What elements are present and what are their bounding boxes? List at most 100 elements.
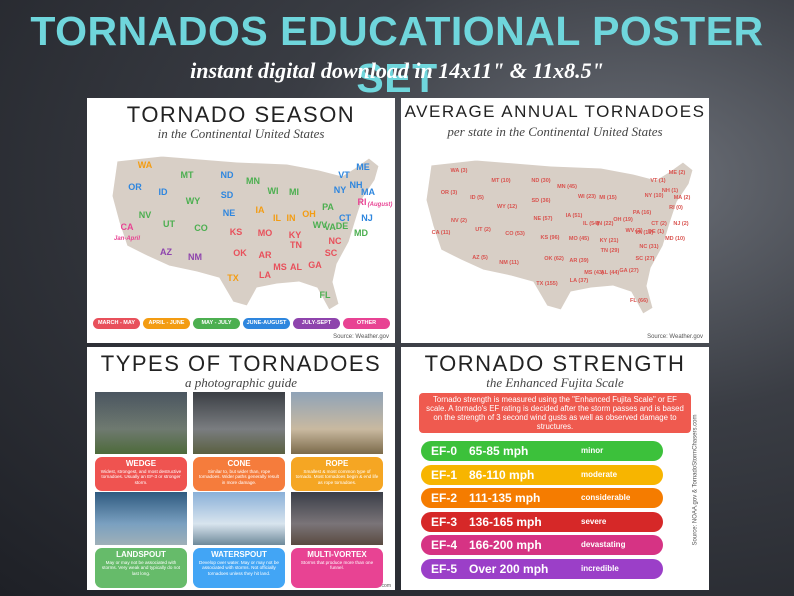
- state-label: SD: [221, 190, 234, 200]
- state-label: AL: [290, 262, 302, 272]
- ef-rating: EF-4: [431, 538, 458, 552]
- state-label: CA: [121, 222, 134, 232]
- state-count: ND (30): [531, 178, 550, 184]
- state-label: OR: [128, 182, 142, 192]
- legend-item: MAY - JULY: [193, 318, 240, 329]
- state-label: UT: [163, 219, 175, 229]
- state-count: OH (19): [613, 217, 633, 223]
- ef-speed: 111-135 mph: [469, 491, 541, 505]
- state-label: MO: [258, 228, 273, 238]
- ef-rating: EF-1: [431, 467, 458, 482]
- state-count: OR (3): [441, 190, 458, 196]
- tornado-photo: [95, 392, 187, 454]
- ef-level: EF-5 Over 200 mph incredible: [421, 558, 663, 579]
- ef-damage: minor: [581, 446, 604, 455]
- poster-title: TORNADO STRENGTH: [424, 351, 686, 376]
- state-count: IA (51): [566, 213, 583, 219]
- type-description: May or may not be associated with storms…: [101, 560, 181, 576]
- state-count: MD (10): [665, 236, 685, 242]
- type-name: ROPE: [325, 459, 349, 468]
- state-count: KS (96): [541, 235, 560, 241]
- legend-item: JUNE-AUGUST: [243, 318, 290, 329]
- state-label: IN: [287, 213, 296, 223]
- tornado-photo: [193, 392, 285, 454]
- state-count: PA (16): [633, 210, 652, 216]
- ef-damage: considerable: [581, 493, 631, 502]
- state-label: NH: [350, 180, 363, 190]
- state-label: ND: [221, 170, 234, 180]
- poster-subtitle: in the Continental United States: [157, 126, 325, 141]
- us-map: WA (3) OR (3) CA (11)NV (2) ID (5) MT (10) WY…: [425, 159, 694, 315]
- state-count: SD (36): [532, 198, 551, 204]
- state-label: IA: [256, 205, 266, 215]
- legend-item: MARCH - MAY: [93, 318, 140, 329]
- state-count: OK (62): [544, 256, 564, 262]
- map-shape: [111, 155, 380, 311]
- state-count: CA (11): [432, 230, 451, 236]
- state-count: MS (43): [584, 270, 604, 276]
- state-label: NE: [223, 208, 236, 218]
- state-count: WI (23): [578, 194, 596, 200]
- ef-level: EF-2 111-135 mph considerable: [421, 488, 663, 508]
- state-count: CT (2): [651, 221, 667, 227]
- state-label: DE: [336, 221, 349, 231]
- state-label: WI: [268, 186, 279, 196]
- legend-item: APRIL - JUNE: [143, 318, 190, 329]
- type-description: Smallest & most common type of tornado. …: [295, 469, 379, 485]
- season-poster: TORNADO SEASON in the Continental United…: [87, 98, 395, 343]
- state-label: NM: [188, 252, 202, 262]
- ef-level: EF-0 65-85 mph minor: [421, 441, 663, 461]
- type-description: Similar to, but wider than, rope tornado…: [199, 469, 279, 485]
- ef-speed: 136-165 mph: [469, 514, 542, 529]
- state-count: NH (1): [662, 188, 678, 194]
- type-card: CONE Similar to, but wider than, rope tor…: [193, 457, 285, 491]
- state-label: NY: [334, 185, 347, 195]
- poster-title: TYPES OF TORNADOES: [100, 351, 382, 376]
- ef-speed: 86-110 mph: [469, 467, 535, 482]
- types-poster: TYPES OF TORNADOES a photographic guide …: [87, 347, 395, 590]
- us-map: WA OR CA Jan-April NV ID MT WY UT AZ CO NM ND SD NE KS O…: [111, 155, 393, 311]
- state-label: MA: [361, 187, 375, 197]
- state-count: VT (1): [650, 178, 665, 184]
- state-count: NM (11): [499, 260, 519, 266]
- state-count: AL (44): [601, 270, 620, 276]
- state-label: SC: [325, 248, 338, 258]
- state-count: WA (3): [451, 168, 468, 174]
- ef-speed: Over 200 mph: [469, 561, 549, 576]
- state-label: MD: [354, 228, 368, 238]
- ef-rating: EF-5: [431, 561, 458, 576]
- poster-subtitle: a photographic guide: [185, 375, 297, 390]
- type-name: CONE: [227, 459, 251, 468]
- poster-title: AVERAGE ANNUAL TORNADOES: [404, 102, 706, 121]
- ef-rating: EF-3: [431, 514, 458, 529]
- state-label: MI: [289, 187, 299, 197]
- poster-title: TORNADO SEASON: [126, 102, 356, 127]
- state-label: OH: [302, 209, 316, 219]
- scale-description: Tornado strength is measured using the "…: [419, 393, 691, 433]
- state-label: NJ: [361, 213, 373, 223]
- state-label: WA: [138, 160, 153, 170]
- state-count: MT (10): [491, 178, 510, 184]
- state-label: (August): [368, 202, 393, 208]
- type-card: LANDSPOUT May or may not be associated wi…: [95, 548, 187, 588]
- state-label: GA: [308, 260, 322, 270]
- state-count: WY (12): [497, 204, 517, 210]
- tornado-photo: [291, 392, 383, 454]
- state-label: LA: [259, 270, 271, 280]
- state-label: WV: [313, 220, 328, 230]
- state-label: Jan-April: [114, 236, 140, 242]
- source: Source: NOAA.gov & TornadoStormChasers.c…: [692, 414, 699, 546]
- tornado-photo: [95, 492, 187, 545]
- ef-rating: EF-2: [431, 491, 458, 505]
- state-label: VT: [338, 170, 350, 180]
- type-description: Widest, strongest, and most destructive …: [100, 469, 182, 485]
- ef-speed: 65-85 mph: [469, 444, 529, 458]
- map-shape: [425, 159, 694, 315]
- type-card: WEDGE Widest, strongest, and most destruc…: [95, 457, 187, 491]
- state-label: IL: [273, 213, 282, 223]
- listing-subtitle: instant digital download in 14x11" & 11x…: [190, 58, 604, 83]
- state-label: PA: [322, 202, 334, 212]
- ef-level: EF-3 136-165 mph severe: [421, 511, 663, 532]
- state-label: ME: [356, 162, 370, 172]
